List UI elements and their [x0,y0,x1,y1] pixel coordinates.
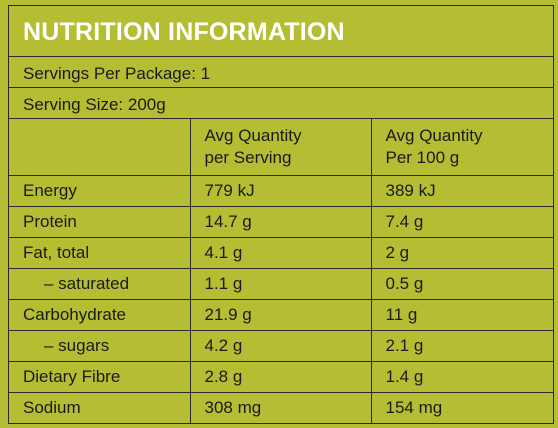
nutrient-label: Sodium [9,392,191,423]
per-100g-value: 389 kJ [371,175,553,207]
nutrition-panel: NUTRITION INFORMATION Servings Per Packa… [8,5,554,424]
table-row: Energy 779 kJ 389 kJ [9,175,553,207]
servings-per-package: Servings Per Package: 1 [9,57,553,88]
header-per-100g-line2: Per 100 g [385,147,460,167]
per-serving-value: 2.8 g [190,361,372,393]
nutrient-label: – saturated [9,268,191,300]
header-per-serving: Avg Quantity per Serving [190,119,372,176]
per-100g-value: 0.5 g [371,268,553,300]
per-serving-value: 4.2 g [190,330,372,362]
serving-size: Serving Size: 200g [9,88,553,119]
nutrient-label: Energy [9,175,191,207]
nutrient-label: Fat, total [9,237,191,269]
header-per-serving-line1: Avg Quantity [204,125,302,145]
per-100g-value: 1.4 g [371,361,553,393]
per-serving-value: 21.9 g [190,299,372,331]
table-row: – saturated 1.1 g 0.5 g [9,268,553,300]
per-100g-value: 2.1 g [371,330,553,362]
per-100g-value: 154 mg [385,397,443,417]
table-row: – sugars 4.2 g 2.1 g [9,330,553,362]
table-row: Sodium 308 mg 154 mg [9,392,553,423]
nutrient-label: Dietary Fibre [9,361,191,393]
per-serving-value: 14.7 g [190,206,372,238]
per-serving-value: 779 kJ [190,175,372,207]
header-per-100g: Avg Quantity Per 100 g [371,119,553,176]
nutrient-label: – sugars [9,330,191,362]
table-row: Protein 14.7 g 7.4 g [9,206,553,238]
header-empty-cell [9,119,191,176]
table-row: Carbohydrate 21.9 g 11 g [9,299,553,331]
header-per-serving-line2: per Serving [204,147,292,167]
per-100g-value: 11 g [371,299,553,331]
table-row: Fat, total 4.1 g 2 g [9,237,553,269]
header-per-100g-line1: Avg Quantity [385,125,483,145]
per-100g-value: 2 g [371,237,553,269]
per-100g-value: 7.4 g [371,206,553,238]
per-serving-value: 308 mg [190,392,372,423]
table-header-row: Avg Quantity per Serving Avg Quantity Pe… [9,119,553,176]
nutrient-label: Carbohydrate [9,299,191,331]
per-serving-value: 4.1 g [190,237,372,269]
nutrition-table: Avg Quantity per Serving Avg Quantity Pe… [9,119,553,423]
per-serving-value: 1.1 g [190,268,372,300]
nutrient-label: Protein [9,206,191,238]
panel-title: NUTRITION INFORMATION [9,6,553,57]
table-row: Dietary Fibre 2.8 g 1.4 g [9,361,553,393]
